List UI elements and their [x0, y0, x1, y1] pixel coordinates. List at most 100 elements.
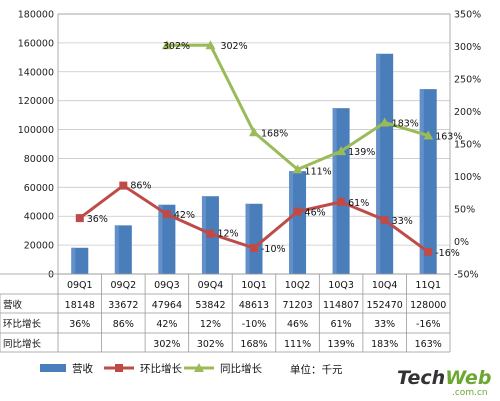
line-marker: [250, 244, 258, 252]
techweb-logo: TechWeb .com.cn: [397, 367, 491, 398]
logo-tech: Tech: [397, 367, 445, 389]
table-cell: 139%: [328, 339, 355, 350]
growth-lines: 36% 86% 42% 12% -10% 46% 61% 33% -16% 302% 302% 168…: [75, 40, 462, 259]
category-label: 10Q4: [372, 280, 398, 291]
revenue-bar-highlight: [376, 53, 381, 274]
table-cell: 36%: [69, 319, 90, 330]
revenue-bar-highlight: [114, 225, 119, 274]
table-cell: 111%: [284, 339, 311, 350]
table-cell: 302%: [197, 339, 224, 350]
data-label: 61%: [348, 198, 369, 209]
left-tick-label: 160000: [18, 38, 54, 49]
data-label: 302%: [220, 41, 247, 52]
revenue-bar: [71, 247, 89, 274]
table-cell: 183%: [371, 339, 398, 350]
table-cell: 302%: [153, 339, 180, 350]
data-label: 12%: [217, 229, 238, 240]
data-label: -10%: [261, 244, 286, 255]
table-cell: 168%: [240, 339, 267, 350]
revenue-bar-highlight: [419, 89, 424, 274]
left-tick-label: 0: [48, 270, 54, 281]
right-tick-label: 0%: [454, 237, 469, 248]
line-marker: [206, 229, 215, 238]
data-label: 46%: [305, 208, 326, 219]
left-tick-label: 40000: [24, 212, 54, 223]
legend: 营收 环比增长 同比增长: [40, 362, 262, 375]
revenue-bar: [158, 204, 176, 274]
table-cell: 114807: [323, 300, 359, 311]
right-tick-label: 100%: [454, 172, 481, 183]
revenue-bar: [289, 171, 307, 274]
data-label: 163%: [435, 132, 462, 143]
category-label: 10Q1: [241, 280, 267, 291]
right-tick-label: -50%: [454, 270, 479, 281]
data-label: 139%: [348, 147, 375, 158]
category-label: 10Q3: [328, 280, 354, 291]
legend-marker: [115, 364, 123, 372]
data-label: 86%: [130, 181, 151, 192]
line-marker: [380, 216, 389, 225]
line-marker: [249, 127, 259, 137]
line-marker: [336, 146, 347, 156]
table-cell: 53842: [195, 300, 225, 311]
line-marker: [423, 130, 434, 140]
revenue-bar-highlight: [158, 204, 163, 274]
data-label: 36%: [87, 214, 108, 225]
table-row-header: 环比增长: [3, 318, 42, 330]
right-tick-label: 250%: [454, 75, 481, 86]
category-label: 09Q2: [111, 280, 137, 291]
category-label: 09Q3: [154, 280, 180, 291]
right-tick-label: 150%: [454, 140, 481, 151]
table-row-header: 同比增长: [3, 338, 42, 350]
table-cell: 48613: [239, 300, 269, 311]
left-tick-label: 100000: [18, 125, 54, 136]
revenue-bar: [114, 225, 132, 274]
right-axis-ticks: -50% 0% 50% 100% 150% 200% 250% 300% 350%: [454, 10, 481, 281]
table-row-header: 营收: [3, 299, 23, 311]
table-cell: 86%: [113, 319, 134, 330]
logo-sub: .com.cn: [452, 388, 488, 398]
table-cell: 12%: [200, 319, 221, 330]
table-cell: 163%: [415, 339, 442, 350]
data-label: 111%: [305, 166, 332, 177]
table-cell: 18148: [65, 300, 95, 311]
legend-marker: [194, 363, 204, 372]
table-cell: 42%: [156, 319, 177, 330]
revenue-bars: [71, 53, 437, 274]
line-marker: [75, 214, 84, 223]
data-label: 168%: [261, 128, 288, 139]
data-table: 09Q1 09Q2 09Q3 09Q4 10Q1 10Q2 10Q3 10Q4 11Q1 营收 18…: [0, 273, 451, 353]
table-cell: 152470: [367, 300, 403, 311]
category-label: 09Q4: [198, 280, 224, 291]
revenue-bar-highlight: [245, 203, 250, 274]
left-axis-ticks: 0 20000 40000 60000 80000 100000 120000 140000 1…: [18, 10, 54, 281]
legend-swatch: [40, 364, 66, 372]
data-label: 302%: [163, 41, 190, 52]
line-marker: [379, 117, 390, 127]
line-marker: [424, 247, 433, 256]
svg-text:TechWeb: TechWeb: [397, 367, 491, 389]
revenue-bar-highlight: [289, 171, 294, 274]
line-marker: [119, 181, 128, 190]
table-cell: 47964: [152, 300, 182, 311]
logo-web: Web: [445, 367, 491, 389]
category-label: 10Q2: [285, 280, 311, 291]
data-label: 42%: [174, 210, 195, 221]
left-tick-label: 140000: [18, 67, 54, 78]
line-marker: [161, 40, 172, 50]
right-tick-label: 350%: [454, 10, 481, 21]
data-label: 33%: [392, 216, 413, 227]
table-cell: 61%: [331, 319, 352, 330]
table-cell: 71203: [282, 300, 312, 311]
right-tick-label: 50%: [454, 205, 475, 216]
revenue-bar-highlight: [201, 196, 206, 274]
table-cell: -10%: [242, 319, 267, 330]
unit-note: 单位：千元: [290, 363, 343, 376]
category-label: 09Q1: [67, 280, 93, 291]
data-label: 183%: [392, 119, 419, 130]
line-marker: [162, 210, 171, 219]
table-cell: 46%: [287, 319, 308, 330]
table-cell: 128000: [410, 300, 446, 311]
legend-label: 环比增长: [140, 362, 182, 375]
